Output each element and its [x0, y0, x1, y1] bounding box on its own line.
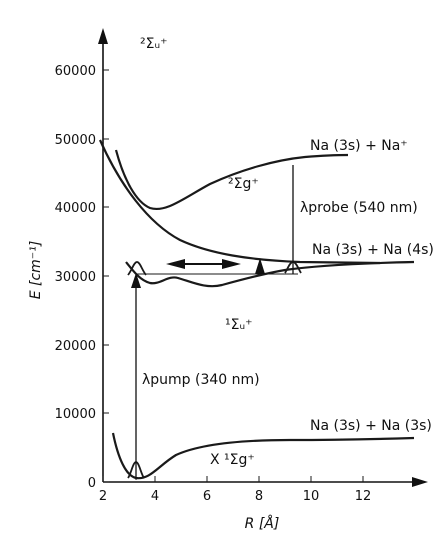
motion-arrow-right-icon — [222, 259, 241, 269]
y-tick-label: 10000 — [55, 407, 96, 422]
excited-wavepacket-left — [127, 261, 147, 276]
y-tick-label: 20000 — [55, 339, 96, 354]
y-axis-arrow-icon — [98, 28, 108, 44]
x-tick-label: 4 — [151, 489, 159, 504]
ground-state-label: X ¹Σg⁺ — [210, 452, 255, 468]
ground-asymptote-label: Na (3s) + Na (3s) — [310, 418, 432, 434]
pump-laser-label: λpump (340 nm) — [142, 372, 260, 388]
y-tick-label: 50000 — [55, 133, 96, 148]
x-tick-label: 2 — [99, 489, 107, 504]
y-tick-label: 30000 — [55, 270, 96, 285]
top-state-label: ²Σᵤ⁺ — [140, 36, 168, 52]
ion-gerade-label: ²Σg⁺ — [228, 176, 259, 192]
pump-arrow-icon — [131, 273, 141, 288]
ion-bound-curve — [114, 149, 349, 211]
y-ticks — [103, 69, 109, 483]
x-tick-label: 12 — [355, 489, 372, 504]
ion-repulsive-curve — [98, 139, 381, 265]
ion-asymptote-label: Na (3s) + Na⁺ — [310, 138, 408, 154]
motion-arrow-left-icon — [166, 259, 185, 269]
y-axis-title: E [cm⁻¹] — [28, 241, 44, 300]
y-tick-label: 40000 — [55, 201, 96, 216]
x-tick-label: 6 — [203, 489, 211, 504]
x-tick-label: 10 — [303, 489, 320, 504]
y-tick-label: 0 — [88, 476, 96, 491]
ground-state-curve — [111, 432, 415, 480]
excited-asymptote-label: Na (3s) + Na (4s) — [312, 242, 434, 258]
x-axis-title: R [Å] — [245, 515, 280, 532]
x-tick-label: 8 — [255, 489, 263, 504]
excited-state-label: ¹Σᵤ⁺ — [225, 317, 253, 333]
y-tick-label: 60000 — [55, 64, 96, 79]
x-ticks — [102, 476, 364, 482]
excited-double-well-curve — [125, 260, 415, 288]
x-tick-labels: 2 4 6 8 10 12 — [99, 489, 371, 504]
small-up-arrow-icon — [255, 258, 265, 274]
probe-laser-label: λprobe (540 nm) — [300, 200, 418, 216]
y-tick-labels: 0 10000 20000 30000 40000 50000 60000 — [55, 64, 96, 491]
x-axis-arrow-icon — [412, 477, 428, 487]
